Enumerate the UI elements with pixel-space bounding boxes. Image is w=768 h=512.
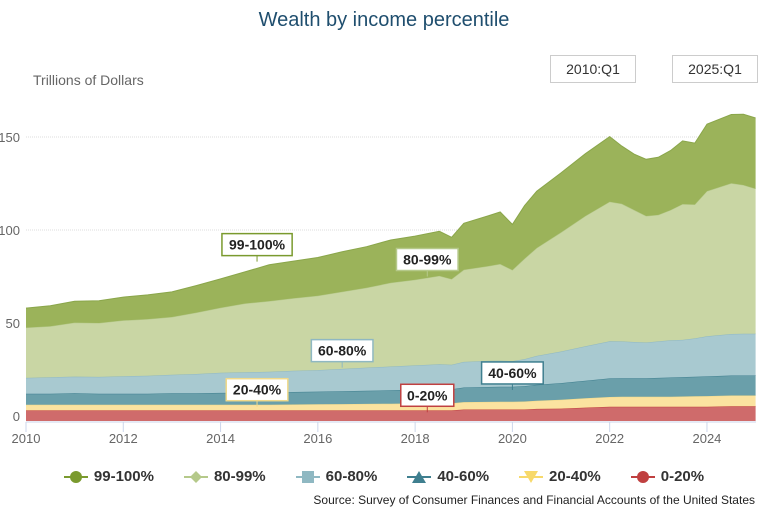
area-60-80%[interactable] xyxy=(26,333,756,394)
legend-label: 40-60% xyxy=(437,468,490,485)
series-annotation: 60-80% xyxy=(310,338,374,368)
legend-label: 80-99% xyxy=(213,468,266,485)
legend: 99-100% 80-99% 60-80% 40-60% 20-40% 0-20% xyxy=(0,468,768,485)
svg-text:20-40%: 20-40% xyxy=(233,382,282,398)
series-annotation: 20-40% xyxy=(225,377,289,407)
legend-item[interactable]: 20-40% xyxy=(519,468,601,485)
series-annotation: 40-60% xyxy=(480,361,544,390)
y-tick-label: 50 xyxy=(6,316,20,331)
legend-label: 20-40% xyxy=(549,468,601,485)
legend-item[interactable]: 99-100% xyxy=(63,468,154,485)
x-tick-label: 2020 xyxy=(498,431,527,446)
area-40-60%[interactable] xyxy=(26,375,756,405)
svg-text:80-99%: 80-99% xyxy=(403,252,452,268)
area-0-20%[interactable] xyxy=(26,406,756,421)
svg-text:99-100%: 99-100% xyxy=(229,237,286,253)
x-tick-label: 2018 xyxy=(401,431,430,446)
series-annotation: 99-100% xyxy=(221,232,293,262)
triangle-down-marker-icon xyxy=(519,470,544,483)
x-tick-label: 2014 xyxy=(206,431,235,446)
legend-item[interactable]: 80-99% xyxy=(183,468,266,485)
area-99-100%[interactable] xyxy=(26,114,756,328)
series-annotation: 0-20% xyxy=(400,383,455,413)
circle-marker-icon xyxy=(630,470,655,483)
area-80-99%[interactable] xyxy=(26,183,756,378)
y-tick-label: 0 xyxy=(13,409,20,424)
y-axis-unit-label: Trillions of Dollars xyxy=(33,72,144,88)
stacked-area-plot: 0 50 100 150 2010 2012 2014 2016 2018 2020 2022 202… xyxy=(0,113,756,446)
start-date-input[interactable]: 2010:Q1 xyxy=(550,55,636,83)
series-annotation: 80-99% xyxy=(395,247,459,277)
legend-item[interactable]: 60-80% xyxy=(295,468,378,485)
end-date-input[interactable]: 2025:Q1 xyxy=(672,55,758,83)
y-tick-label: 150 xyxy=(0,130,20,145)
square-marker-icon xyxy=(295,470,320,483)
svg-text:40-60%: 40-60% xyxy=(488,365,537,381)
triangle-up-marker-icon xyxy=(407,470,432,483)
x-tick-label: 2012 xyxy=(109,431,138,446)
legend-item[interactable]: 40-60% xyxy=(407,468,489,485)
legend-label: 99-100% xyxy=(93,468,154,485)
legend-item[interactable]: 0-20% xyxy=(630,468,705,485)
x-tick-label: 2024 xyxy=(692,431,721,446)
circle-marker-icon xyxy=(63,470,88,483)
chart-title: Wealth by income percentile xyxy=(258,9,510,31)
svg-text:60-80%: 60-80% xyxy=(318,343,367,359)
legend-label: 0-20% xyxy=(660,468,705,485)
series-line xyxy=(25,113,756,309)
x-tick-label: 2022 xyxy=(595,431,624,446)
y-tick-label: 100 xyxy=(0,223,20,238)
x-tick-label: 2010 xyxy=(12,431,41,446)
svg-text:0-20%: 0-20% xyxy=(407,387,448,403)
source-note: Source: Survey of Consumer Finances and … xyxy=(313,493,755,507)
diamond-marker-icon xyxy=(183,470,208,483)
legend-label: 60-80% xyxy=(325,468,378,485)
x-tick-label: 2016 xyxy=(303,431,332,446)
